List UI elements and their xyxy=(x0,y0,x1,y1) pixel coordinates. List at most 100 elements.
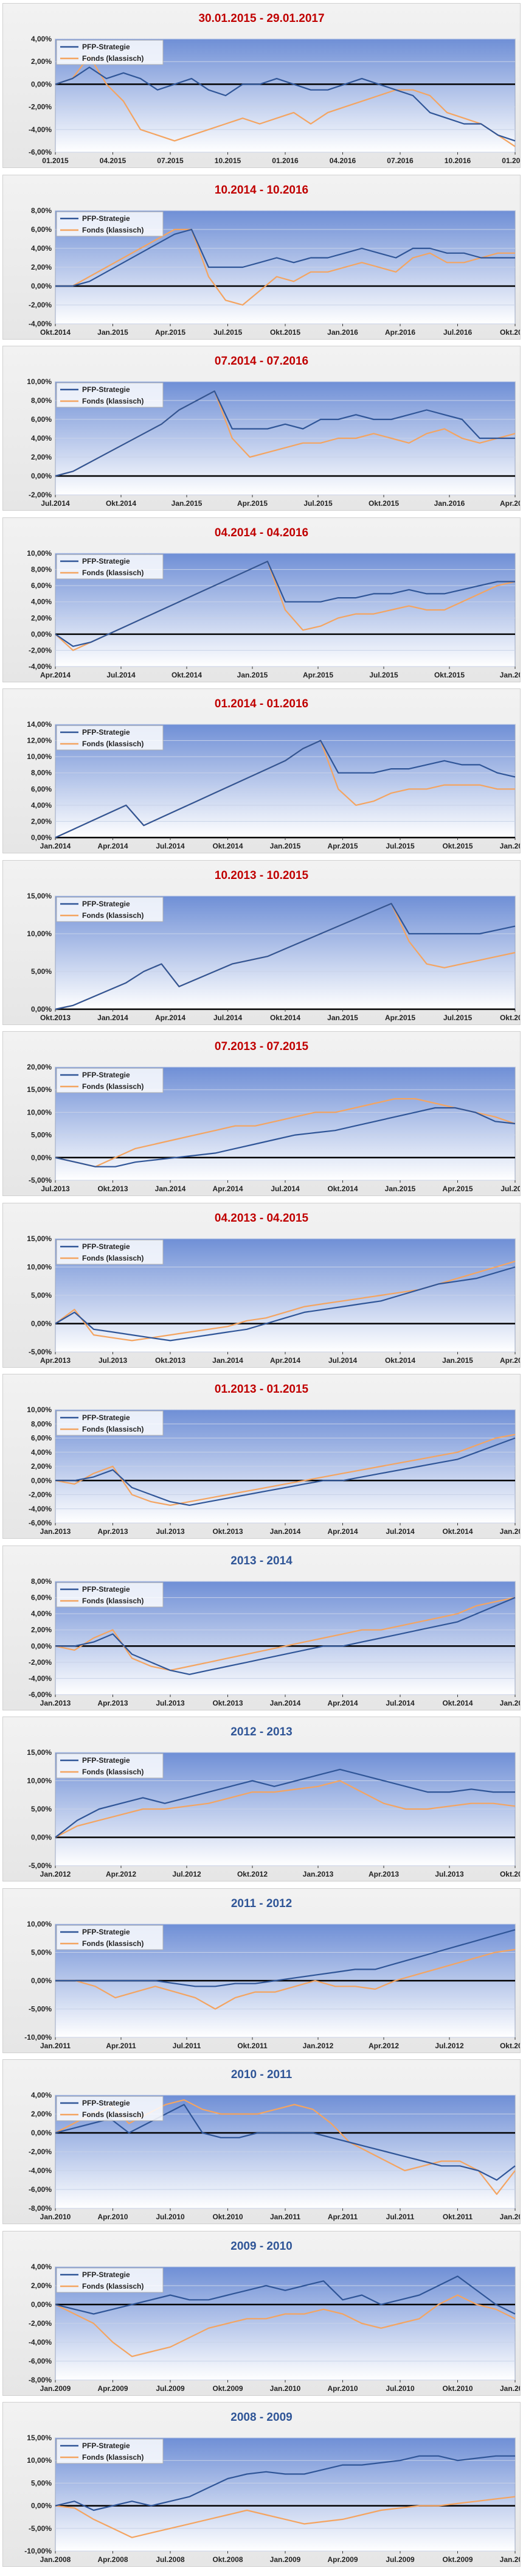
x-tick-label: Jan.2014 xyxy=(270,1699,301,1707)
x-tick-label: Apr.2015 xyxy=(500,1356,520,1365)
y-tick-label: 0,00% xyxy=(31,2502,52,2510)
legend-label-strategy: PFP-Strategie xyxy=(82,1585,130,1594)
y-tick-label: 15,00% xyxy=(27,1085,52,1094)
y-tick-label: 8,00% xyxy=(31,206,52,215)
y-tick-label: 5,00% xyxy=(31,2479,52,2487)
y-tick-label: -2,00% xyxy=(29,301,52,309)
y-tick-label: 10,00% xyxy=(27,2456,52,2465)
legend-label-fund: Fonds (klassisch) xyxy=(82,911,144,920)
x-tick-label: Jul.2016 xyxy=(443,328,473,337)
y-tick-label: 8,00% xyxy=(31,1577,52,1586)
legend-label-strategy: PFP-Strategie xyxy=(82,43,130,51)
y-tick-label: 5,00% xyxy=(31,967,52,976)
chart-panel: 07.2014 - 07.2016 10,00% 8,00% 6,00% 4,00% 2,… xyxy=(2,346,521,511)
x-tick-label: Apr.2013 xyxy=(40,1356,71,1365)
legend-label-fund: Fonds (klassisch) xyxy=(82,1768,144,1776)
x-tick-label: Jul.2012 xyxy=(172,1870,201,1878)
x-tick-label: Jul.2014 xyxy=(213,1013,243,1022)
legend: PFP-Strategie Fonds (klassisch) xyxy=(57,1240,163,1264)
x-tick-label: Okt.2013 xyxy=(212,1527,243,1536)
x-tick-label: Okt.2014 xyxy=(442,1699,473,1707)
chart-svg: 15,00%10,00%5,00%0,00%-5,00%Apr.2013 Jul.… xyxy=(3,1203,520,1367)
y-tick-label: -2,00% xyxy=(29,1491,52,1499)
chart-svg: 10,00%8,00%6,00%4,00%2,00%0,00%-2,00%-4,… xyxy=(3,1374,520,1538)
y-tick-label: 10,00% xyxy=(27,1405,52,1414)
y-tick-label: -4,00% xyxy=(29,1505,52,1513)
x-tick-label: Okt.2010 xyxy=(212,2213,243,2221)
x-tick-label: 04.2015 xyxy=(100,156,126,165)
legend: PFP-Strategie Fonds (klassisch) xyxy=(57,2268,163,2292)
x-tick-label: Apr.2012 xyxy=(106,1870,136,1878)
y-tick-label: -10,00% xyxy=(24,2033,52,2042)
x-tick-label: Jan.2011 xyxy=(40,2042,71,2050)
y-tick-label: -2,00% xyxy=(29,1658,52,1667)
x-tick-label: Jan.2014 xyxy=(97,1013,128,1022)
y-tick-label: -5,00% xyxy=(29,1861,52,1870)
chart-panel: 30.01.2015 - 29.01.2017 4,00% 2,00% 0,00% -2… xyxy=(2,3,521,168)
x-tick-label: Jan.2011 xyxy=(500,2384,520,2393)
x-tick-label: Jul.2014 xyxy=(386,1699,415,1707)
x-tick-label: Jul.2009 xyxy=(386,2555,415,2564)
y-tick-label: 6,00% xyxy=(31,1594,52,1602)
x-tick-label: Jul.2014 xyxy=(156,842,185,850)
x-tick-label: Jul.2009 xyxy=(156,2384,185,2393)
x-tick-label: Okt.2012 xyxy=(500,2042,520,2050)
x-tick-label: Jul.2014 xyxy=(271,1185,300,1193)
y-tick-label: 5,00% xyxy=(31,1948,52,1957)
legend-label-fund: Fonds (klassisch) xyxy=(82,2110,144,2119)
y-tick-label: 15,00% xyxy=(27,892,52,900)
x-tick-label: Okt.2014 xyxy=(442,1527,473,1536)
y-tick-label: 15,00% xyxy=(27,1234,52,1243)
legend-label-fund: Fonds (klassisch) xyxy=(82,54,144,63)
y-tick-label: 0,00% xyxy=(31,1642,52,1650)
y-tick-label: 5,00% xyxy=(31,1805,52,1813)
x-tick-label: Jan.2016 xyxy=(327,328,358,337)
y-tick-label: 2,00% xyxy=(31,1462,52,1471)
x-tick-label: Apr.2014 xyxy=(327,1527,358,1536)
y-tick-label: 8,00% xyxy=(31,769,52,777)
x-tick-label: Apr.2014 xyxy=(155,1013,185,1022)
x-tick-label: Apr.2009 xyxy=(327,2555,358,2564)
legend-label-fund: Fonds (klassisch) xyxy=(82,1425,144,1433)
x-tick-label: Jul.2013 xyxy=(156,1699,185,1707)
x-tick-label: Okt.2014 xyxy=(40,328,71,337)
x-tick-label: Jan.2015 xyxy=(500,1699,520,1707)
legend: PFP-Strategie Fonds (klassisch) xyxy=(57,383,163,407)
y-tick-label: 10,00% xyxy=(27,377,52,386)
x-tick-label: Apr.2012 xyxy=(369,2042,399,2050)
x-tick-label: Apr.2014 xyxy=(270,1356,300,1365)
x-tick-label: Jan.2014 xyxy=(40,842,71,850)
chart-svg: 4,00%2,00%0,00%-2,00%-4,00%-6,00%01.2015… xyxy=(3,4,520,167)
x-tick-label: Jul.2013 xyxy=(41,1185,70,1193)
x-tick-label: Okt.2014 xyxy=(212,842,243,850)
legend: PFP-Strategie Fonds (klassisch) xyxy=(57,1925,163,1950)
x-tick-label: Jan.2009 xyxy=(270,2555,301,2564)
legend: PFP-Strategie Fonds (klassisch) xyxy=(57,897,163,922)
legend-label-strategy: PFP-Strategie xyxy=(82,2270,130,2279)
y-tick-label: -4,00% xyxy=(29,125,52,134)
y-tick-label: 4,00% xyxy=(31,434,52,443)
legend-label-fund: Fonds (klassisch) xyxy=(82,740,144,748)
x-tick-label: Okt.2009 xyxy=(212,2384,243,2393)
y-tick-label: -6,00% xyxy=(29,2185,52,2194)
x-tick-label: Apr.2011 xyxy=(106,2042,136,2050)
y-tick-label: -6,00% xyxy=(29,1519,52,1527)
y-tick-label: 0,00% xyxy=(31,1976,52,1985)
y-tick-label: 10,00% xyxy=(27,752,52,761)
x-tick-label: Jul.2013 xyxy=(435,1870,464,1878)
chart-svg: 4,00%2,00%0,00%-2,00%-4,00%-6,00%-8,00%J… xyxy=(3,2231,520,2395)
x-tick-label: Apr.2011 xyxy=(328,2213,358,2221)
x-tick-label: Okt.2013 xyxy=(212,1699,243,1707)
legend-label-strategy: PFP-Strategie xyxy=(82,1242,130,1251)
chart-svg: 8,00%6,00%4,00%2,00%0,00%-2,00%-4,00%Okt… xyxy=(3,175,520,339)
chart-panel: 2012 - 2013 15,00% 10,00% 5,00% 0,00% -5,00% J… xyxy=(2,1717,521,1881)
y-tick-label: 4,00% xyxy=(31,244,52,253)
y-tick-label: 0,00% xyxy=(31,1005,52,1013)
y-tick-label: 20,00% xyxy=(27,1063,52,1071)
legend-label-strategy: PFP-Strategie xyxy=(82,1413,130,1422)
legend-label-strategy: PFP-Strategie xyxy=(82,2441,130,2450)
y-tick-label: -6,00% xyxy=(29,1690,52,1699)
x-tick-label: Apr.2014 xyxy=(327,1699,358,1707)
x-tick-label: Jan.2016 xyxy=(434,499,465,508)
x-tick-label: Jul.2014 xyxy=(41,499,70,508)
